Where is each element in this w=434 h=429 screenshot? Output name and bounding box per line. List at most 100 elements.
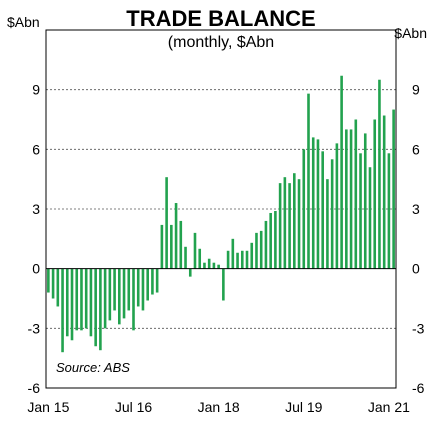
plot-frame <box>45 29 397 389</box>
y-tick-label-left: 9 <box>32 82 40 98</box>
bar <box>382 115 386 269</box>
bar <box>217 264 220 269</box>
bar <box>160 224 164 269</box>
x-tick-label: Jul 16 <box>115 399 153 415</box>
bar <box>136 268 140 307</box>
bar <box>226 250 230 269</box>
y-tick-label-left: -3 <box>28 320 41 336</box>
y-tick-label-right: 6 <box>412 141 420 157</box>
bar <box>378 79 381 269</box>
bar <box>70 268 74 341</box>
bar <box>236 252 239 269</box>
bar <box>349 129 353 269</box>
x-tick-labels: Jan 15 Jul 16 Jan 18 Jul 19 Jan 21 <box>27 399 410 415</box>
bar <box>373 119 377 269</box>
x-tick-label: Jan 18 <box>198 399 240 415</box>
x-tick-label: Jan 21 <box>368 399 410 415</box>
bar <box>89 268 93 337</box>
x-tick-label: Jan 15 <box>27 399 69 415</box>
bar <box>392 109 395 269</box>
bar <box>363 133 367 269</box>
source-note: Source: ABS <box>56 360 130 375</box>
bar <box>203 262 206 269</box>
bar <box>103 268 107 329</box>
bar <box>326 179 329 269</box>
x-tick-label: Jul 19 <box>285 399 323 415</box>
bar <box>302 149 306 269</box>
bar <box>288 183 291 269</box>
bar <box>269 212 272 269</box>
chart-title: TRADE BALANCE <box>126 6 315 31</box>
y-tick-label-right: -3 <box>412 320 425 336</box>
bars <box>47 75 395 353</box>
y-axis-unit-right: $Abn <box>394 25 427 41</box>
bar <box>151 268 154 295</box>
bar <box>335 143 339 269</box>
bar <box>61 268 64 353</box>
bar <box>174 203 178 269</box>
bar <box>188 268 192 277</box>
bar <box>80 268 83 331</box>
bar <box>146 268 149 301</box>
y-axis-unit-left: $Abn <box>7 14 40 30</box>
bar <box>141 268 145 311</box>
chart-subtitle: (monthly, $Abn <box>168 34 274 51</box>
bar <box>51 268 55 299</box>
bar <box>193 232 197 269</box>
bar <box>278 183 282 269</box>
y-tick-label-left: 0 <box>32 261 40 277</box>
bar <box>240 250 244 269</box>
bar <box>231 238 235 269</box>
bar <box>311 137 315 269</box>
bar <box>170 224 173 269</box>
bar <box>65 268 69 337</box>
bar <box>316 139 320 269</box>
bar <box>264 220 268 269</box>
bar <box>113 268 116 311</box>
bar <box>321 151 324 269</box>
bar <box>132 268 135 331</box>
y-tick-label-left: -6 <box>28 380 41 396</box>
bar <box>118 268 121 325</box>
bar <box>84 268 88 329</box>
bar <box>94 268 97 347</box>
gridlines <box>46 89 396 329</box>
bar <box>155 268 159 293</box>
y-tick-label-left: 3 <box>32 201 40 217</box>
bar <box>255 232 258 269</box>
bar <box>368 167 372 269</box>
bar <box>99 268 102 351</box>
bar <box>307 93 310 269</box>
bar <box>56 268 60 307</box>
bar <box>127 268 131 311</box>
bar <box>340 75 343 269</box>
y-tick-label-right: 9 <box>412 82 420 98</box>
bar <box>250 242 254 269</box>
bar <box>184 246 187 269</box>
bar <box>212 262 216 269</box>
bar <box>354 119 358 269</box>
bar <box>222 268 225 301</box>
bar <box>122 268 126 319</box>
bar <box>165 177 168 269</box>
bar <box>108 268 112 321</box>
bar <box>293 173 296 269</box>
bar <box>207 258 211 269</box>
y-tick-labels: -6 -6 -3 -3 0 0 3 3 6 6 9 9 <box>28 82 425 396</box>
bar <box>259 230 263 269</box>
bar <box>387 153 391 269</box>
bar <box>245 250 249 269</box>
y-tick-label-left: 6 <box>32 141 40 157</box>
bar <box>179 220 183 269</box>
y-tick-label-right: -6 <box>412 380 425 396</box>
axes <box>45 29 397 389</box>
bar <box>283 177 287 269</box>
bar <box>47 268 50 293</box>
bar <box>297 179 301 269</box>
y-tick-label-right: 3 <box>412 201 420 217</box>
bar <box>345 129 348 269</box>
bar <box>198 248 202 269</box>
y-tick-label-right: 0 <box>412 261 420 277</box>
bar <box>330 159 334 269</box>
